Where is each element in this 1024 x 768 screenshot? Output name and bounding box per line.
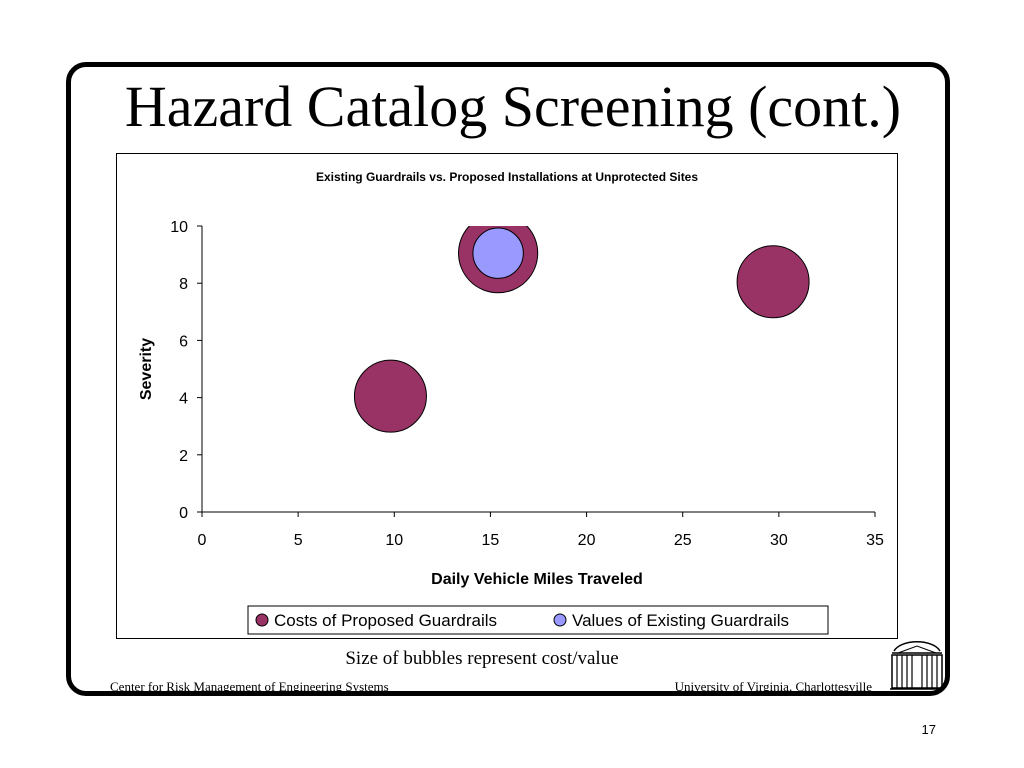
bubble-series-1-point-1	[353, 359, 427, 433]
legend-label-series-1: Costs of Proposed Guardrails	[274, 611, 497, 630]
y-tick-label: 6	[179, 333, 188, 350]
bubble-series-1-point-3	[736, 245, 810, 319]
chart-caption: Size of bubbles represent cost/value	[345, 648, 619, 669]
chart-legend	[247, 605, 829, 635]
page-number: 17	[921, 722, 936, 737]
x-axis-label: Daily Vehicle Miles Traveled	[431, 571, 643, 588]
slide-title: Hazard Catalog Screening (cont.)	[124, 74, 902, 139]
legend-marker-series-1	[255, 613, 269, 627]
x-tick-label: 15	[482, 532, 500, 549]
footer-university: University of Virginia, Charlottesville	[674, 679, 872, 694]
bubble-chart: Existing Guardrails vs. Proposed Install…	[138, 170, 884, 635]
rotunda-icon	[890, 640, 944, 690]
y-tick-label: 2	[179, 448, 188, 465]
chart-area: Existing Guardrails vs. Proposed Install…	[116, 153, 898, 639]
slide-frame	[66, 62, 950, 696]
x-tick-label: 30	[770, 532, 788, 549]
x-tick-label: 10	[385, 532, 403, 549]
bubble-series-2-point-1	[472, 227, 524, 279]
y-tick-label: 10	[170, 219, 188, 236]
y-tick-label: 0	[179, 505, 188, 522]
x-tick-label: 25	[674, 532, 692, 549]
x-tick-label: 0	[198, 532, 207, 549]
legend-label-series-2: Values of Existing Guardrails	[572, 611, 789, 630]
x-tick-label: 35	[866, 532, 884, 549]
y-tick-label: 8	[179, 276, 188, 293]
x-tick-label: 5	[294, 532, 303, 549]
chart-title: Existing Guardrails vs. Proposed Install…	[316, 170, 698, 184]
legend-marker-series-2	[553, 613, 567, 627]
y-axis-label: Severity	[138, 338, 155, 400]
footer-organization: Center for Risk Management of Engineerin…	[110, 679, 389, 694]
y-tick-label: 4	[179, 391, 188, 408]
x-tick-label: 20	[578, 532, 596, 549]
